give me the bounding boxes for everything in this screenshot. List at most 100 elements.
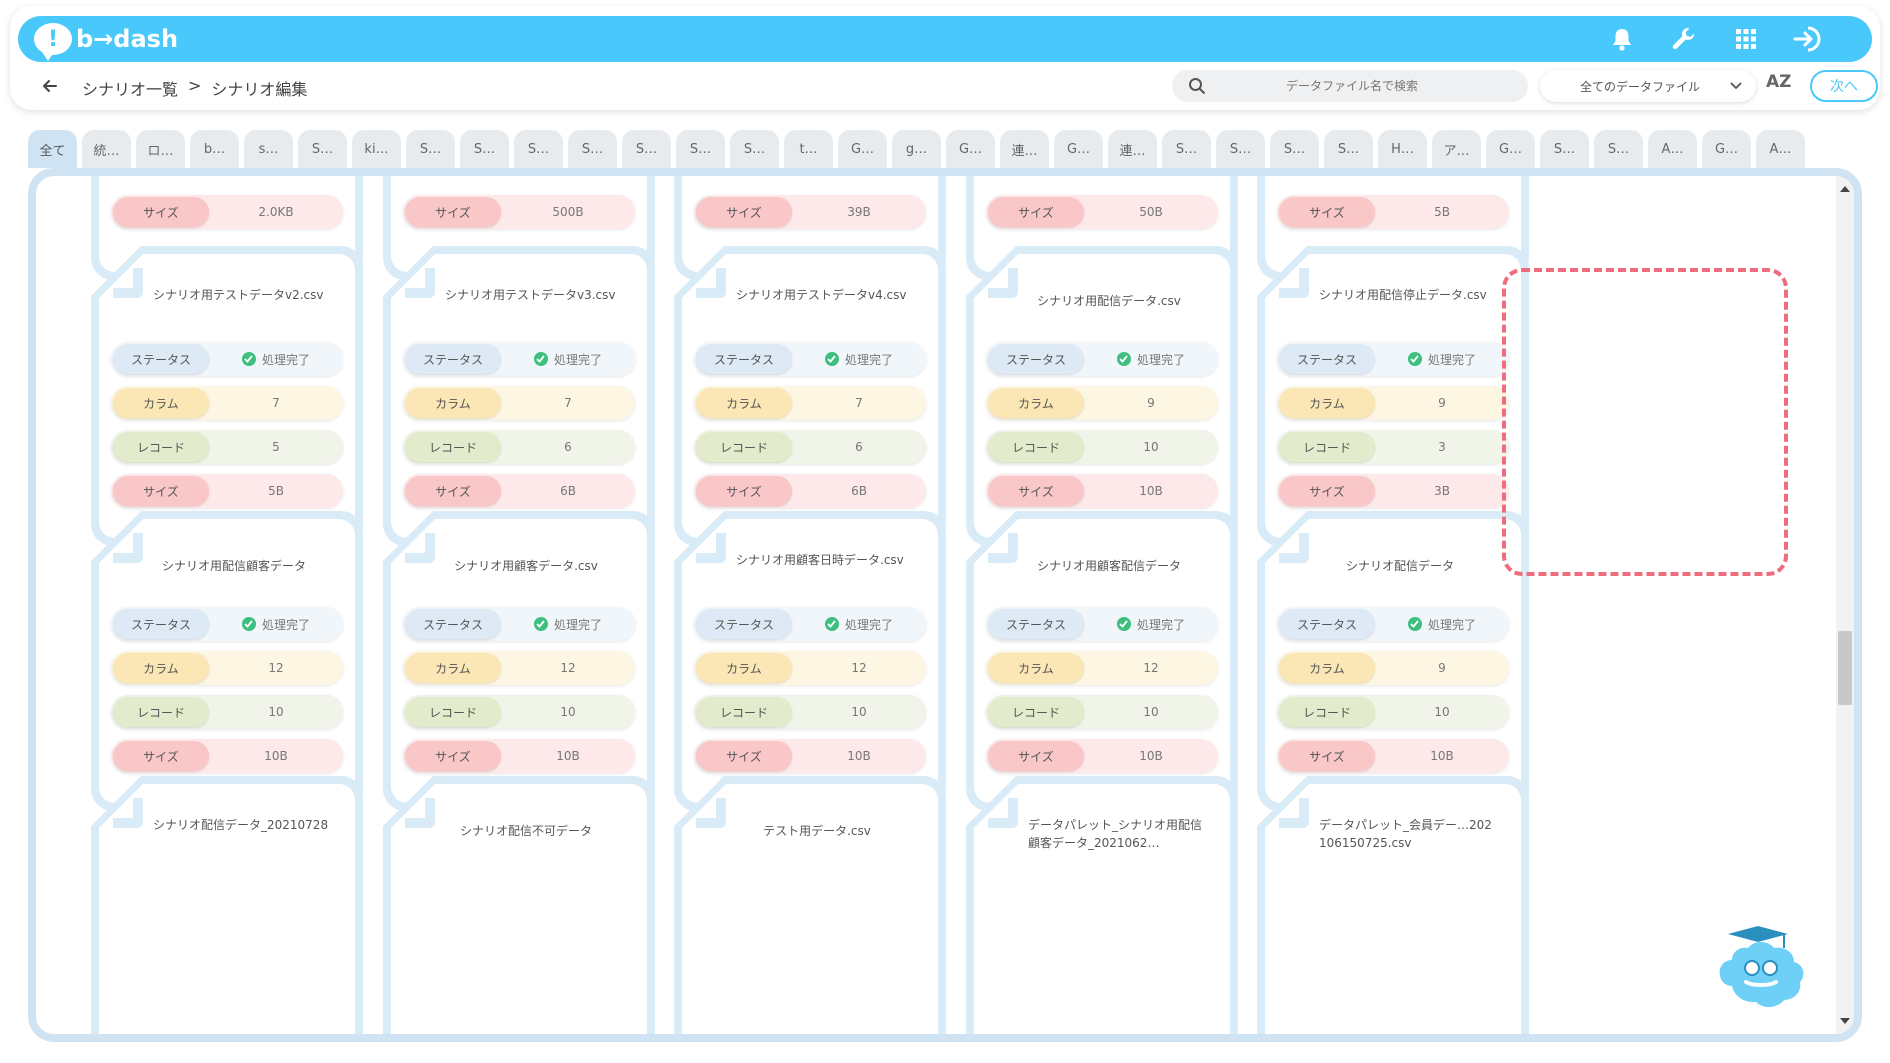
row-value: 12 xyxy=(1084,661,1218,675)
check-circle-icon xyxy=(1116,617,1131,631)
tab-item[interactable]: b… xyxy=(190,130,239,168)
size-row: サイズ 10B xyxy=(694,739,926,773)
breadcrumb-scenario-list[interactable]: シナリオ一覧 xyxy=(82,80,179,99)
tab-item[interactable]: G… xyxy=(1054,130,1103,168)
tab-item[interactable]: t… xyxy=(784,130,833,168)
tab-item[interactable]: ロ… xyxy=(136,130,185,168)
data-file-card[interactable]: シナリオ用顧客配信データ ステータス 処理完了 カラム 12 レコード 10 サイズ 10B xyxy=(966,511,1238,811)
data-file-card[interactable]: シナリオ配信不可データ xyxy=(383,776,655,1034)
tab-item[interactable]: 連… xyxy=(1108,130,1157,168)
sort-az-button[interactable]: AZ xyxy=(1766,72,1792,92)
scrollbar[interactable] xyxy=(1836,176,1854,1034)
scroll-up-arrow-icon[interactable] xyxy=(1840,186,1850,192)
mascot-helper-icon[interactable] xyxy=(1712,920,1810,1016)
tab-item[interactable]: G… xyxy=(1702,130,1751,168)
tab-item[interactable]: S… xyxy=(1540,130,1589,168)
data-file-card[interactable]: シナリオ用配信停止データ.csv ステータス 処理完了 カラム 9 レコード 3 サイズ 3B xyxy=(1257,246,1529,546)
data-file-card[interactable]: シナリオ用テストデータv4.csv ステータス 処理完了 カラム 7 レコード 6 サイズ 6B xyxy=(674,246,946,546)
row-value: 500B xyxy=(501,205,635,219)
logout-icon[interactable] xyxy=(1790,21,1826,57)
tab-item[interactable]: H… xyxy=(1378,130,1427,168)
back-arrow-icon[interactable] xyxy=(38,74,62,98)
record-row: レコード 3 xyxy=(1277,430,1509,464)
row-label: ステータス xyxy=(696,609,792,639)
tab-item[interactable]: S… xyxy=(676,130,725,168)
tab-item[interactable]: g… xyxy=(892,130,941,168)
tab-item[interactable]: s… xyxy=(244,130,293,168)
size-row: サイズ 2.0KB xyxy=(111,195,343,229)
tab-item[interactable]: A… xyxy=(1648,130,1697,168)
tab-item[interactable]: S… xyxy=(298,130,347,168)
row-label: サイズ xyxy=(988,476,1084,506)
data-file-card[interactable]: シナリオ用顧客日時データ.csv ステータス 処理完了 カラム 12 レコード 10 サイズ 1… xyxy=(674,511,946,811)
row-label: カラム xyxy=(696,653,792,683)
search-box xyxy=(1172,70,1528,102)
record-row: レコード 6 xyxy=(694,430,926,464)
data-file-card[interactable]: シナリオ用配信データ.csv ステータス 処理完了 カラム 9 レコード 10 サイズ 10B xyxy=(966,246,1238,546)
data-file-card[interactable]: シナリオ用顧客データ.csv ステータス 処理完了 カラム 12 レコード 10 サイズ 10B xyxy=(383,511,655,811)
bell-icon[interactable] xyxy=(1604,21,1640,57)
record-row: レコード 10 xyxy=(403,695,635,729)
row-value: 39B xyxy=(792,205,926,219)
next-button[interactable]: 次へ xyxy=(1810,70,1878,102)
row-value-text: 10B xyxy=(264,749,288,763)
tab-item[interactable]: G… xyxy=(946,130,995,168)
tab-item[interactable]: S… xyxy=(406,130,455,168)
column-row: カラム 9 xyxy=(986,386,1218,420)
row-value: 処理完了 xyxy=(501,616,635,633)
row-value: 6 xyxy=(501,440,635,454)
scrollbar-thumb[interactable] xyxy=(1838,631,1852,705)
tab-item[interactable]: 統… xyxy=(82,130,131,168)
data-file-card[interactable]: データパレット_会員デー…202106150725.csv xyxy=(1257,776,1529,1034)
tab-item[interactable]: S… xyxy=(514,130,563,168)
row-value-text: 処理完了 xyxy=(1136,617,1185,632)
tab-item[interactable]: A… xyxy=(1756,130,1805,168)
row-value: 10B xyxy=(1375,749,1509,763)
data-file-card[interactable]: シナリオ用配信顧客データ ステータス 処理完了 カラム 12 レコード 10 サイズ 10B xyxy=(91,511,363,811)
data-file-card[interactable]: シナリオ用テストデータv3.csv ステータス 処理完了 カラム 7 レコード 6 サイズ 6B xyxy=(383,246,655,546)
check-circle-icon xyxy=(824,352,839,366)
row-value: 6 xyxy=(792,440,926,454)
tab-item[interactable]: S… xyxy=(1324,130,1373,168)
folded-corner-icon xyxy=(1279,798,1309,828)
tab-item[interactable]: S… xyxy=(568,130,617,168)
app-logo[interactable]: ! b→dash xyxy=(34,22,178,61)
tab-item[interactable]: G… xyxy=(1486,130,1535,168)
tab-item[interactable]: S… xyxy=(622,130,671,168)
tab-item[interactable]: S… xyxy=(730,130,779,168)
row-label: サイズ xyxy=(988,197,1084,227)
tab-item[interactable]: S… xyxy=(1594,130,1643,168)
grid-icon[interactable] xyxy=(1728,21,1764,57)
breadcrumb: シナリオ一覧 > シナリオ編集 xyxy=(82,76,307,100)
tab-item[interactable]: G… xyxy=(838,130,887,168)
tab-item[interactable]: ア… xyxy=(1432,130,1481,168)
search-input[interactable] xyxy=(1206,79,1528,93)
data-file-card[interactable]: データパレット_シナリオ用配信顧客データ_2021062… xyxy=(966,776,1238,1034)
row-value: 10 xyxy=(792,705,926,719)
tab-item[interactable]: S… xyxy=(460,130,509,168)
status-row: ステータス 処理完了 xyxy=(111,607,343,641)
data-file-card[interactable]: シナリオ配信データ ステータス 処理完了 カラム 9 レコード 10 サイズ 10B xyxy=(1257,511,1529,811)
row-label: レコード xyxy=(1279,432,1375,462)
data-file-card[interactable]: サイズ 2.0KB xyxy=(91,176,363,280)
tab-item[interactable]: 全て xyxy=(28,130,77,168)
row-value-text: 処理完了 xyxy=(553,617,602,632)
tab-item[interactable]: 連… xyxy=(1000,130,1049,168)
row-label: サイズ xyxy=(696,197,792,227)
scroll-down-arrow-icon[interactable] xyxy=(1840,1018,1850,1024)
data-file-card[interactable]: シナリオ配信データ_20210728 xyxy=(91,776,363,1034)
data-file-card[interactable]: テスト用データ.csv xyxy=(674,776,946,1034)
row-label: ステータス xyxy=(988,344,1084,374)
row-value: 処理完了 xyxy=(1084,616,1218,633)
tab-item[interactable]: ki… xyxy=(352,130,401,168)
tab-item[interactable]: S… xyxy=(1162,130,1211,168)
data-file-card[interactable]: シナリオ用テストデータv2.csv ステータス 処理完了 カラム 7 レコード 5 サイズ 5B xyxy=(91,246,363,546)
folded-corner-icon xyxy=(696,798,726,828)
row-label: ステータス xyxy=(988,609,1084,639)
tab-item[interactable]: S… xyxy=(1216,130,1265,168)
data-file-filter-select[interactable]: 全てのデータファイル xyxy=(1540,70,1756,102)
row-value-text: 5 xyxy=(272,440,280,454)
check-circle-icon xyxy=(533,352,548,366)
wrench-icon[interactable] xyxy=(1666,21,1702,57)
tab-item[interactable]: S… xyxy=(1270,130,1319,168)
